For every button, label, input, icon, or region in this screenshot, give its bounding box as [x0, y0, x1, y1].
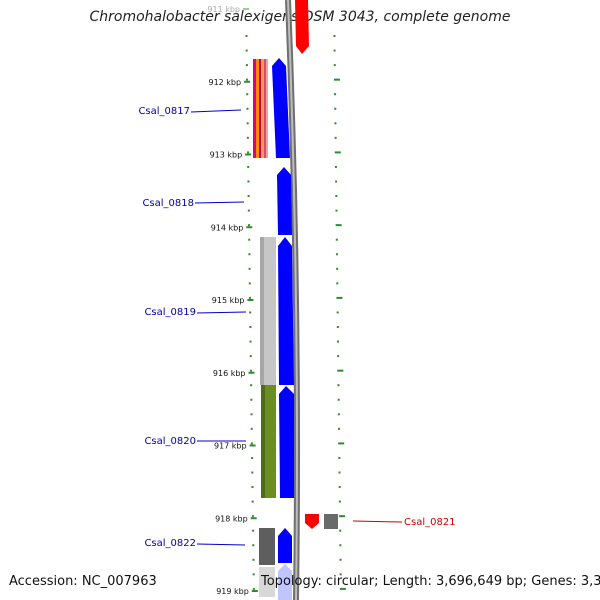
ruler-tick: 916 kbp: [213, 369, 255, 378]
ruler-tick: 919 kbp: [216, 587, 258, 596]
gene-arrow-0822[interactable]: [278, 528, 292, 563]
gene-arrow-0822b: [278, 564, 292, 600]
gene-0821-feature-bar: [324, 514, 338, 529]
ruler-tick-label: 913 kbp: [210, 151, 243, 160]
ruler-tick: 915 kbp: [212, 296, 254, 305]
feature-track: [253, 59, 338, 597]
gene-arrow-0819[interactable]: [278, 237, 294, 385]
gene-label-0820[interactable]: Csal_0820: [144, 436, 196, 447]
gene-arrows: [272, 0, 319, 600]
gene-arrow-0818[interactable]: [277, 167, 292, 235]
gene-label-0818[interactable]: Csal_0818: [142, 198, 194, 209]
gene-arrow-0820[interactable]: [279, 386, 294, 498]
accession-text: Accession: NC_007963: [9, 574, 157, 589]
gene-label-0821[interactable]: Csal_0821: [404, 517, 456, 528]
ruler-tick: 912 kbp: [208, 78, 251, 87]
ruler-tick: 914 kbp: [211, 223, 253, 232]
topology-summary: Topology: circular; Length: 3,696,649 bp…: [261, 574, 600, 589]
gene-arrow-0817[interactable]: [272, 58, 290, 158]
gene-label-0819[interactable]: Csal_0819: [144, 307, 196, 318]
gene-0822-feature-bar: [259, 528, 275, 565]
gene-0820-feature-edge: [261, 385, 265, 498]
gene-0819-feature-edge: [260, 237, 264, 385]
ruler-tick-label: 914 kbp: [211, 223, 244, 232]
ruler-tick-label: 916 kbp: [213, 369, 246, 378]
ruler-tick: 917 kbp: [214, 442, 256, 451]
ruler-tick-label: 915 kbp: [212, 296, 245, 305]
gene-0822-feature-bar-2: [259, 567, 275, 597]
ruler-tick-label: 918 kbp: [215, 514, 248, 523]
ruler-tick: 913 kbp: [210, 151, 252, 160]
left-dot-track: [245, 35, 255, 590]
ruler-tick-label: 919 kbp: [216, 587, 249, 596]
genome-backbone: [285, 0, 300, 600]
kbp-ruler: 911 kbp 912 kbp 913 kbp 914 kbp 915 kbp 916 k…: [207, 5, 258, 596]
ruler-tick-label: 911 kbp: [207, 5, 240, 14]
right-dot-track: [333, 35, 346, 590]
gene-labels: Csal_0817 Csal_0818 Csal_0819 Csal_0820 …: [138, 106, 455, 549]
gene-label-0822[interactable]: Csal_0822: [144, 538, 196, 549]
gene-label-0817[interactable]: Csal_0817: [138, 106, 190, 117]
gene-arrow-top-minus[interactable]: [295, 0, 309, 54]
ruler-tick: 911 kbp: [207, 5, 249, 14]
ruler-tick: 918 kbp: [215, 514, 257, 523]
ruler-tick-label: 912 kbp: [208, 78, 241, 87]
gene-arrow-0821[interactable]: [305, 514, 319, 529]
ruler-tick-label: 917 kbp: [214, 442, 247, 451]
gene-0817-feature-bar: [253, 59, 268, 158]
